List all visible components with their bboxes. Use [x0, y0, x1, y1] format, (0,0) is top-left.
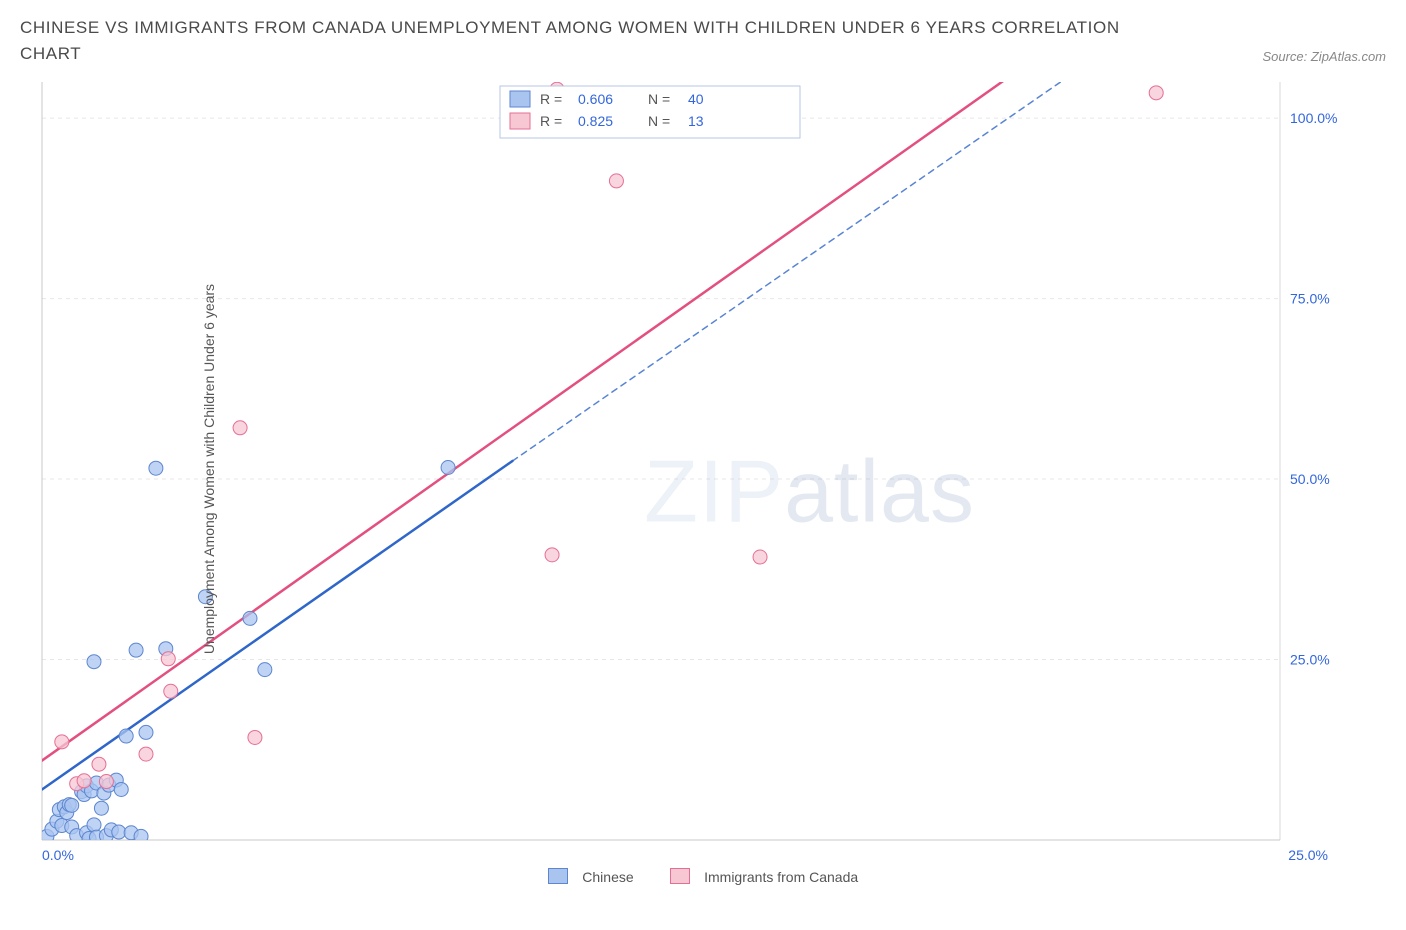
svg-text:13: 13 — [688, 113, 704, 129]
svg-text:ZIPatlas: ZIPatlas — [644, 441, 975, 540]
legend-swatch-canada — [670, 868, 690, 884]
source-label: Source: ZipAtlas.com — [1262, 49, 1386, 68]
svg-text:100.0%: 100.0% — [1290, 110, 1337, 126]
svg-text:R =: R = — [540, 91, 562, 107]
svg-text:0.0%: 0.0% — [42, 847, 74, 863]
y-axis-label: Unemployment Among Women with Children U… — [201, 284, 217, 654]
svg-text:40: 40 — [688, 91, 704, 107]
scatter-chart: ZIPatlas R = 0.606 N = 40 R = 0.825 N = 13 25.0% 5… — [20, 74, 1350, 864]
svg-text:0.825: 0.825 — [578, 113, 613, 129]
svg-text:25.0%: 25.0% — [1288, 847, 1328, 863]
legend-swatch-chinese — [548, 868, 568, 884]
svg-text:R =: R = — [540, 113, 562, 129]
legend-label-chinese: Chinese — [582, 868, 633, 884]
svg-text:N =: N = — [648, 113, 670, 129]
svg-text:N =: N = — [648, 91, 670, 107]
svg-text:50.0%: 50.0% — [1290, 471, 1330, 487]
header: CHINESE VS IMMIGRANTS FROM CANADA UNEMPL… — [20, 15, 1386, 68]
legend-label-canada: Immigrants from Canada — [704, 868, 858, 884]
chart-title: CHINESE VS IMMIGRANTS FROM CANADA UNEMPL… — [20, 15, 1120, 68]
legend-item-canada: Immigrants from Canada — [670, 868, 859, 886]
plot-wrap: Unemployment Among Women with Children U… — [20, 74, 1386, 864]
legend-item-chinese: Chinese — [548, 868, 634, 886]
bottom-legend: Chinese Immigrants from Canada — [20, 868, 1386, 886]
svg-text:0.606: 0.606 — [578, 91, 613, 107]
svg-text:25.0%: 25.0% — [1290, 651, 1330, 667]
svg-text:75.0%: 75.0% — [1290, 290, 1330, 306]
